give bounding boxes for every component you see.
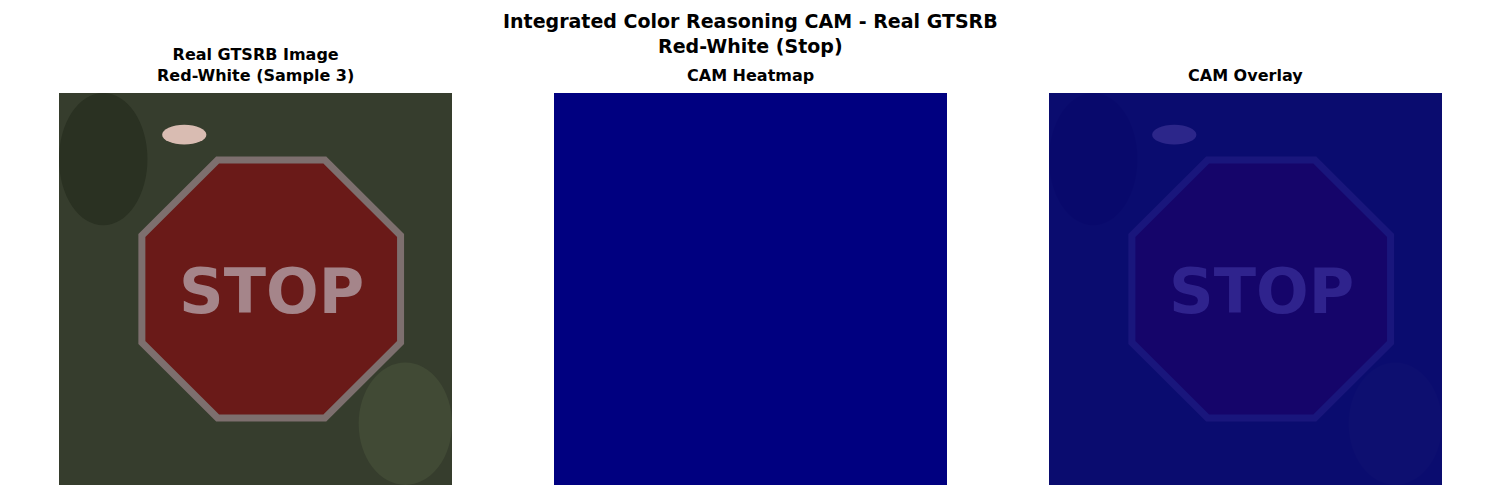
svg-text:CAM Heatmap: CAM Heatmap [687,66,814,85]
svg-text:Integrated Color Reasoning CAM: Integrated Color Reasoning CAM - Real GT… [503,10,998,57]
svg-text:Real GTSRB ImageRed-White (Sam: Real GTSRB ImageRed-White (Sample 3) [157,45,354,85]
svg-text:CAM Overlay: CAM Overlay [1188,66,1303,85]
svg-text:STOP: STOP [1169,255,1354,328]
svg-text:STOP: STOP [179,255,364,328]
